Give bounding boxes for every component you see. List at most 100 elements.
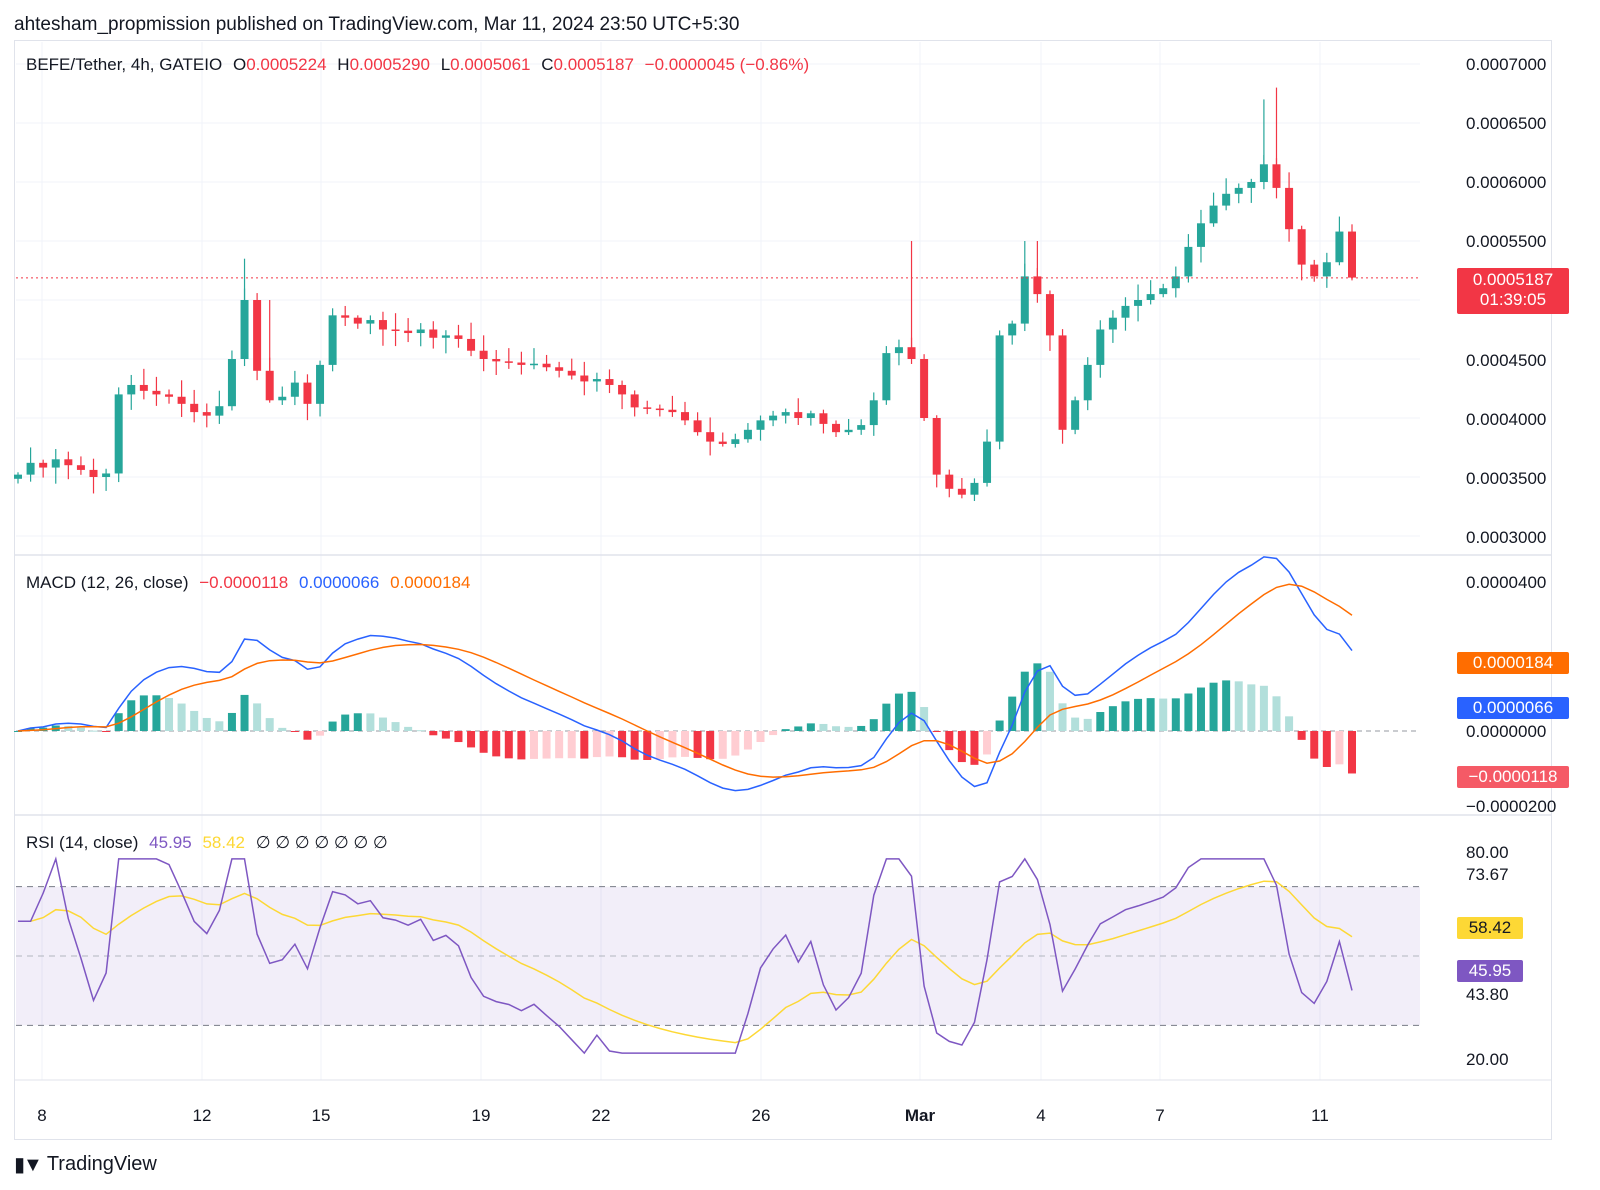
symbol-label[interactable]: BEFE/Tether, 4h, GATEIO — [26, 55, 223, 74]
macd-histogram-bar — [995, 720, 1004, 731]
macd-histogram-bar — [1247, 684, 1256, 731]
candle-body — [366, 320, 375, 324]
time-axis-label: 26 — [751, 1106, 771, 1125]
macd-histogram-bar — [127, 700, 136, 731]
macd-histogram-bar — [945, 731, 954, 751]
macd-histogram-bar — [655, 731, 664, 759]
macd-histogram-bar — [769, 731, 778, 736]
macd-histogram-bar — [290, 731, 299, 732]
candle-body — [303, 382, 312, 404]
macd-histogram-bar — [265, 718, 274, 731]
open-label: O — [232, 55, 247, 74]
macd-histogram-bar — [1008, 696, 1017, 731]
macd-histogram-bar — [542, 731, 551, 759]
macd-histogram-bar — [1058, 703, 1067, 731]
candle-body — [227, 359, 236, 407]
macd-title[interactable]: MACD (12, 26, close) — [26, 573, 189, 592]
macd-histogram-bar — [869, 719, 878, 731]
macd-histogram-bar — [253, 703, 262, 731]
rsi-value: 45.95 — [149, 833, 192, 852]
macd-histogram-bar — [416, 730, 425, 732]
macd-histogram-bar — [1209, 682, 1218, 731]
macd-histogram-bar — [14, 731, 22, 732]
macd-histogram-bar — [1196, 687, 1205, 731]
candle-body — [102, 473, 111, 477]
candle-body — [1008, 323, 1017, 336]
candle-body — [517, 362, 526, 365]
candle-body — [1348, 231, 1356, 278]
time-axis-label: 7 — [1155, 1106, 1165, 1125]
close-label: C — [541, 55, 554, 74]
macd-histogram-bar — [190, 710, 199, 731]
low-label: L — [440, 55, 451, 74]
candle-body — [894, 347, 903, 354]
time-axis-label: 19 — [471, 1106, 491, 1125]
price-legend: BEFE/Tether, 4h, GATEIO O0.0005224 H0.00… — [26, 55, 815, 75]
macd-histogram-bar — [328, 721, 337, 731]
macd-histogram-bar — [1285, 716, 1294, 731]
publisher-header: ahtesham_propmission published on Tradin… — [14, 14, 740, 35]
candle-body — [1297, 229, 1306, 265]
macd-histogram-bar — [1335, 731, 1344, 765]
candle-body — [177, 396, 186, 404]
candle-body — [970, 482, 979, 495]
candle-body — [139, 384, 148, 391]
macd-histogram-bar — [1222, 680, 1231, 731]
rsi-ma-value: 58.42 — [202, 833, 245, 852]
candle-body — [114, 394, 123, 474]
candle-body — [51, 459, 60, 468]
candle-body — [1196, 223, 1205, 247]
candle-body — [1096, 329, 1105, 365]
macd-histogram-bar — [102, 731, 111, 732]
current-price: 0.0005187 — [1472, 270, 1554, 289]
rsi-axis-label: 43.80 — [1466, 985, 1509, 1004]
candle-body — [404, 330, 413, 334]
macd-histogram-bar — [555, 731, 564, 759]
rsi-ma-line — [18, 880, 1353, 1044]
tradingview-logo[interactable]: ▮▼ TradingView — [14, 1152, 157, 1177]
candle-body — [1146, 294, 1155, 300]
candle-body — [479, 350, 488, 359]
macd-histogram-bar — [529, 731, 538, 759]
macd-histogram-bar — [781, 729, 790, 731]
macd-histogram-bar — [353, 713, 362, 731]
candle-body — [89, 469, 98, 477]
rsi-badge: 45.95 — [1457, 960, 1523, 982]
rsi-title[interactable]: RSI (14, close) — [26, 833, 139, 852]
candle-body — [64, 459, 73, 466]
macd-histogram-bar — [89, 730, 98, 732]
macd-histogram-bar — [806, 723, 815, 731]
macd-histogram-bar — [139, 695, 148, 731]
macd-histogram-bar — [592, 731, 601, 758]
macd-histogram-bar — [177, 703, 186, 731]
candle-body — [668, 409, 677, 413]
macd-histogram-bar — [165, 698, 174, 731]
macd-histogram-bar — [492, 731, 501, 757]
rsi-axis-label: 20.00 — [1466, 1050, 1509, 1069]
macd-histogram-bar — [1083, 718, 1092, 731]
high-label: H — [337, 55, 350, 74]
candle-body — [152, 390, 161, 395]
macd-histogram-bar — [240, 694, 249, 731]
candle-body — [718, 441, 727, 444]
candle-body — [1184, 246, 1193, 277]
macd-histogram-bar — [26, 728, 35, 731]
candle-body — [580, 375, 589, 382]
macd-histogram-bar — [882, 703, 891, 731]
candle-body — [1209, 205, 1218, 224]
macd-histogram-bar — [316, 731, 325, 736]
candle-body — [416, 329, 425, 334]
candle-body — [467, 338, 476, 351]
macd-histogram-bar — [1171, 698, 1180, 731]
candle-body — [1310, 264, 1319, 277]
candle-body — [643, 407, 652, 409]
candle-body — [1159, 288, 1168, 295]
candle-body — [693, 420, 702, 433]
macd-histogram-bar — [1272, 696, 1281, 731]
candle-body — [869, 400, 878, 426]
macd-histogram-bar — [1033, 663, 1042, 731]
candle-body — [882, 353, 891, 401]
macd-histogram-bar — [731, 731, 740, 756]
macd-histogram-bar — [114, 713, 123, 731]
